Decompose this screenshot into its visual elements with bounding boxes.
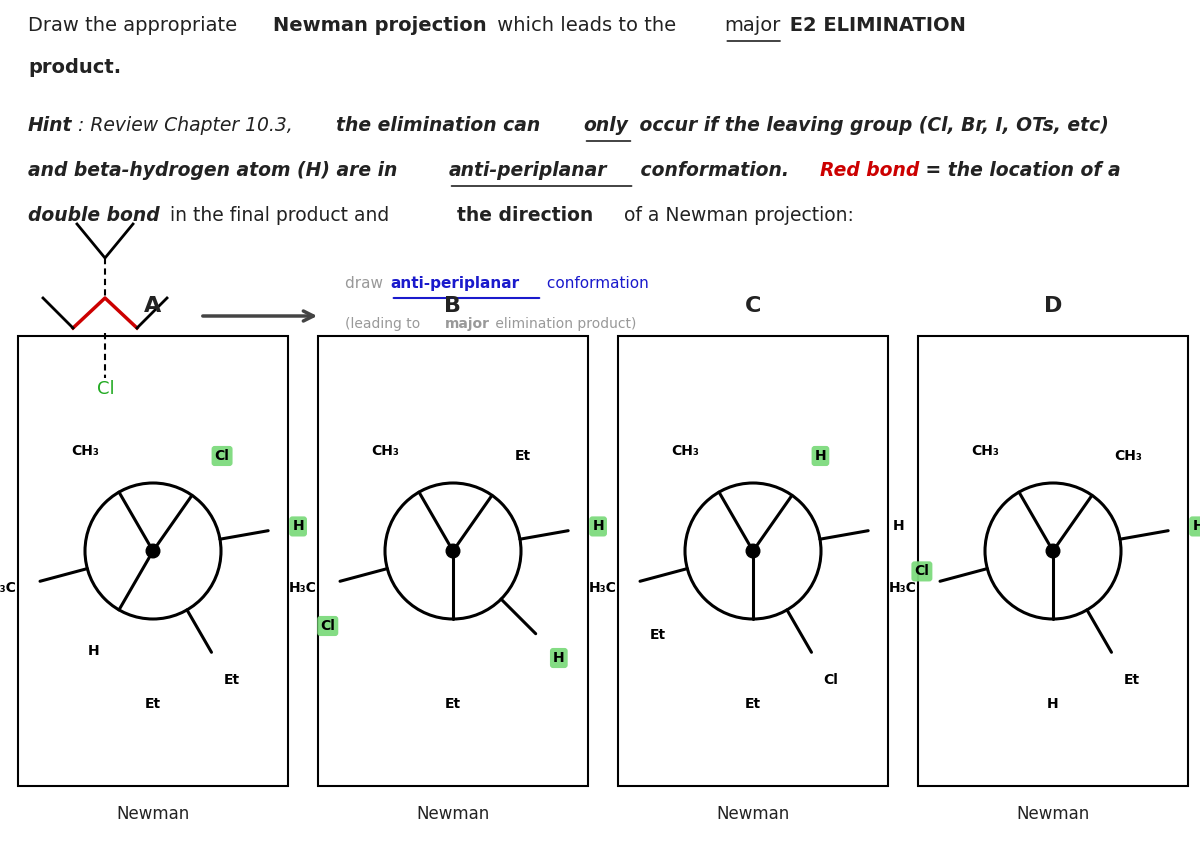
- Text: A: A: [144, 296, 162, 316]
- Text: and beta-hydrogen atom (H) are in: and beta-hydrogen atom (H) are in: [28, 161, 404, 180]
- Text: Hint: Hint: [28, 116, 72, 135]
- Text: major: major: [445, 317, 490, 331]
- Bar: [318, 336, 588, 786]
- Text: in the final product and: in the final product and: [164, 206, 395, 225]
- Text: Newman: Newman: [416, 805, 490, 823]
- Text: product.: product.: [28, 58, 121, 77]
- Circle shape: [746, 544, 760, 558]
- Circle shape: [1046, 544, 1060, 558]
- Text: conformation.: conformation.: [635, 161, 796, 180]
- Text: D: D: [1044, 296, 1062, 316]
- Text: Et: Et: [515, 449, 530, 463]
- Text: Et: Et: [223, 674, 240, 687]
- Text: Et: Et: [145, 697, 161, 711]
- Text: the elimination can: the elimination can: [336, 116, 547, 135]
- Text: occur if the leaving group (Cl, Br, I, OTs, etc): occur if the leaving group (Cl, Br, I, O…: [634, 116, 1109, 135]
- Text: H: H: [593, 520, 604, 533]
- Text: = the location of a: = the location of a: [919, 161, 1121, 180]
- Text: double bond: double bond: [28, 206, 160, 225]
- Text: : Review Chapter 10.3,: : Review Chapter 10.3,: [78, 116, 299, 135]
- Text: conformation: conformation: [542, 276, 649, 291]
- Text: H: H: [815, 449, 827, 463]
- Text: H₃C: H₃C: [888, 580, 917, 595]
- Text: H: H: [1193, 520, 1200, 533]
- Text: anti-periplanar: anti-periplanar: [449, 161, 607, 180]
- Text: Draw the appropriate: Draw the appropriate: [28, 16, 244, 35]
- Text: Newman projection: Newman projection: [274, 16, 487, 35]
- Text: C: C: [745, 296, 761, 316]
- Text: Cl: Cl: [320, 619, 335, 633]
- Circle shape: [146, 544, 160, 558]
- Text: which leads to the: which leads to the: [491, 16, 683, 35]
- Text: CH₃: CH₃: [672, 444, 700, 458]
- Text: CH₃: CH₃: [972, 444, 1000, 458]
- Text: Newman: Newman: [1016, 805, 1090, 823]
- Text: Red bond: Red bond: [820, 161, 919, 180]
- Text: only: only: [583, 116, 629, 135]
- Text: elimination product): elimination product): [491, 317, 636, 331]
- Text: CH₃: CH₃: [1115, 449, 1142, 463]
- Text: Cl: Cl: [914, 564, 929, 579]
- Text: anti-periplanar: anti-periplanar: [391, 276, 520, 291]
- Text: E2 ELIMINATION: E2 ELIMINATION: [782, 16, 966, 35]
- Text: H₃C: H₃C: [288, 580, 317, 595]
- Text: H: H: [88, 644, 100, 658]
- Text: (leading to: (leading to: [346, 317, 425, 331]
- Text: Et: Et: [1123, 674, 1140, 687]
- Text: Newman: Newman: [116, 805, 190, 823]
- Text: H: H: [293, 520, 304, 533]
- Text: CH₃: CH₃: [372, 444, 400, 458]
- Text: H₃C: H₃C: [0, 580, 17, 595]
- Text: H₃C: H₃C: [588, 580, 617, 595]
- Text: Et: Et: [745, 697, 761, 711]
- Text: CH₃: CH₃: [72, 444, 100, 458]
- Text: the direction: the direction: [457, 206, 593, 225]
- Text: H: H: [1048, 697, 1058, 711]
- Text: H: H: [893, 520, 904, 533]
- Text: Cl: Cl: [215, 449, 229, 463]
- Circle shape: [446, 544, 460, 558]
- Bar: [618, 336, 888, 786]
- Bar: [18, 336, 288, 786]
- Text: H: H: [553, 651, 565, 665]
- Text: Et: Et: [445, 697, 461, 711]
- Text: Cl: Cl: [823, 674, 839, 687]
- Bar: [918, 336, 1188, 786]
- Text: Et: Et: [650, 628, 666, 643]
- Text: draw: draw: [346, 276, 388, 291]
- Text: of a Newman projection:: of a Newman projection:: [618, 206, 853, 225]
- Text: Newman: Newman: [716, 805, 790, 823]
- Text: major: major: [725, 16, 781, 35]
- Text: B: B: [444, 296, 462, 316]
- Text: Cl: Cl: [97, 380, 115, 398]
